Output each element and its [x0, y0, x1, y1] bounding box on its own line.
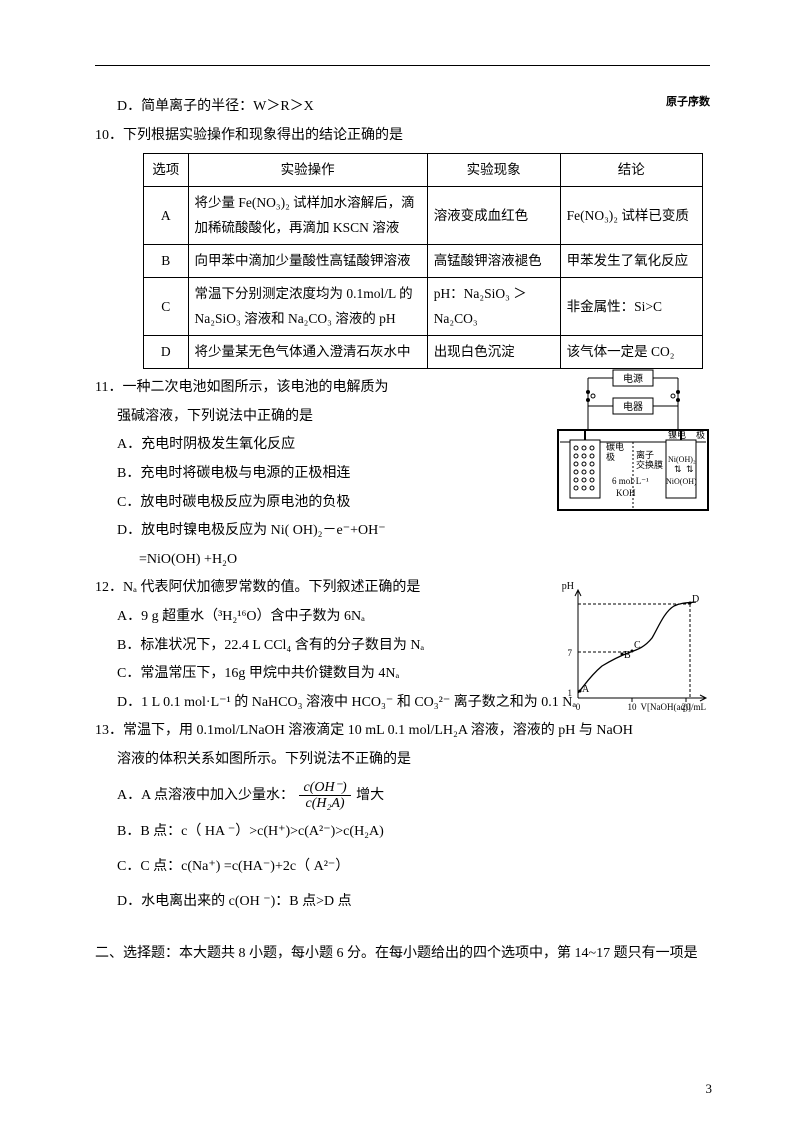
ph-titration-graph: pH V[NaOH(aq)]/mL 1 7 0 10 20 A B C D [556, 580, 716, 720]
table-row: C 常温下分别测定浓度均为 0.1mol/L 的 Na₂SiO₃ 溶液和 Na₂… [144, 278, 703, 336]
svg-text:KOH: KOH [616, 488, 636, 498]
cell: B [144, 245, 189, 278]
svg-text:0: 0 [576, 702, 581, 712]
q10-stem: 10．下列根据实验操作和现象得出的结论正确的是 [95, 123, 710, 150]
svg-text:极: 极 [696, 429, 705, 440]
svg-text:10: 10 [628, 702, 638, 712]
cell: 溶液变成血红色 [427, 187, 560, 245]
q10-table: 选项 实验操作 实验现象 结论 A 将少量 Fe(NO₃)₂ 试样加水溶解后，滴… [143, 153, 703, 369]
svg-text:碳电: 碳电 [606, 441, 624, 452]
svg-text:C: C [634, 640, 641, 651]
cell: 高锰酸钾溶液褪色 [427, 245, 560, 278]
cell: 将少量 Fe(NO₃)₂ 试样加水溶解后，滴加稀硫酸酸化，再滴加 KSCN 溶液 [188, 187, 427, 245]
svg-text:极: 极 [606, 451, 615, 462]
table-row: B 向甲苯中滴加少量酸性高锰酸钾溶液 高锰酸钾溶液褪色 甲苯发生了氧化反应 [144, 245, 703, 278]
fraction: c(OH⁻) c(H₂A) [299, 780, 350, 812]
q9-option-d: D．简单离子的半径：W＞R＞X [95, 94, 710, 121]
q11-option-d-2: =NiO(OH) +H₂O [95, 547, 710, 574]
svg-text:镍电: 镍电 [668, 429, 686, 440]
battery-diagram: 电源 电器 碳电 极 [538, 368, 728, 518]
q13-stem-1: 13．常温下，用 0.1mol/LNaOH 溶液滴定 10 mL 0.1 mol… [95, 718, 710, 745]
svg-text:离子: 离子 [636, 449, 654, 460]
svg-text:1: 1 [568, 688, 573, 698]
svg-text:电器: 电器 [623, 400, 643, 413]
svg-text:6 mol·L⁻¹: 6 mol·L⁻¹ [612, 476, 649, 486]
section-2-heading: 二、选择题：本大题共 8 小题，每小题 6 分。在每小题给出的四个选项中，第 1… [95, 941, 710, 968]
cell: 出现白色沉淀 [427, 335, 560, 368]
svg-text:A: A [582, 684, 590, 695]
fraction-denominator: c(H₂A) [299, 796, 350, 811]
cell: 将少量某无色气体通入澄清石灰水中 [188, 335, 427, 368]
svg-text:电源: 电源 [623, 372, 643, 385]
svg-text:D: D [692, 594, 699, 605]
header-rule [95, 65, 710, 66]
table-header-row: 选项 实验操作 实验现象 结论 [144, 154, 703, 187]
q13-stem-2: 溶液的体积关系如图所示。下列说法不正确的是 [95, 747, 710, 774]
svg-text:B: B [624, 650, 631, 661]
q13-option-b: B．B 点：c（ HA ⁻）>c(H⁺)>c(A²⁻)>c(H₂A) [95, 819, 710, 846]
th-operation: 实验操作 [188, 154, 427, 187]
svg-text:⇅: ⇅ [686, 464, 694, 474]
q13-option-c: C．C 点：c(Na⁺) =c(HA⁻)+2c（ A²⁻） [95, 854, 710, 881]
svg-text:Ni(OH)₂: Ni(OH)₂ [668, 455, 696, 464]
th-phenomenon: 实验现象 [427, 154, 560, 187]
svg-text:⇅: ⇅ [674, 464, 682, 474]
cell: D [144, 335, 189, 368]
q11-option-d-1: D．放电时镍电极反应为 Ni( OH)₂－e⁻+OH⁻ [95, 518, 710, 545]
svg-text:7: 7 [568, 648, 573, 658]
svg-text:20: 20 [682, 702, 692, 712]
cell: pH：Na₂SiO₃ ＞ Na₂CO₃ [427, 278, 560, 336]
svg-text:V[NaOH(aq)]/mL: V[NaOH(aq)]/mL [641, 702, 706, 712]
q13-a-pre: A．A 点溶液中加入少量水： [117, 788, 294, 803]
cell: 非金属性：Si>C [560, 278, 702, 336]
cell: 该气体一定是 CO₂ [560, 335, 702, 368]
cell: 甲苯发生了氧化反应 [560, 245, 702, 278]
cell: 常温下分别测定浓度均为 0.1mol/L 的 Na₂SiO₃ 溶液和 Na₂CO… [188, 278, 427, 336]
svg-text:pH: pH [562, 581, 574, 592]
q13-option-d: D．水电离出来的 c(OH ⁻)：B 点>D 点 [95, 889, 710, 916]
th-conclusion: 结论 [560, 154, 702, 187]
cell: A [144, 187, 189, 245]
cell: Fe(NO₃)₂ 试样已变质 [560, 187, 702, 245]
table-row: A 将少量 Fe(NO₃)₂ 试样加水溶解后，滴加稀硫酸酸化，再滴加 KSCN … [144, 187, 703, 245]
page-number: 3 [706, 1077, 713, 1102]
q13-a-post: 增大 [356, 788, 384, 803]
fraction-numerator: c(OH⁻) [299, 780, 350, 796]
svg-text:NiO(OH): NiO(OH) [666, 477, 697, 486]
table-row: D 将少量某无色气体通入澄清石灰水中 出现白色沉淀 该气体一定是 CO₂ [144, 335, 703, 368]
cell: 向甲苯中滴加少量酸性高锰酸钾溶液 [188, 245, 427, 278]
th-option: 选项 [144, 154, 189, 187]
cell: C [144, 278, 189, 336]
corner-label: 原子序数 [666, 92, 710, 113]
svg-text:交换膜: 交换膜 [636, 459, 663, 470]
q13-option-a: A．A 点溶液中加入少量水： c(OH⁻) c(H₂A) 增大 [95, 780, 710, 812]
